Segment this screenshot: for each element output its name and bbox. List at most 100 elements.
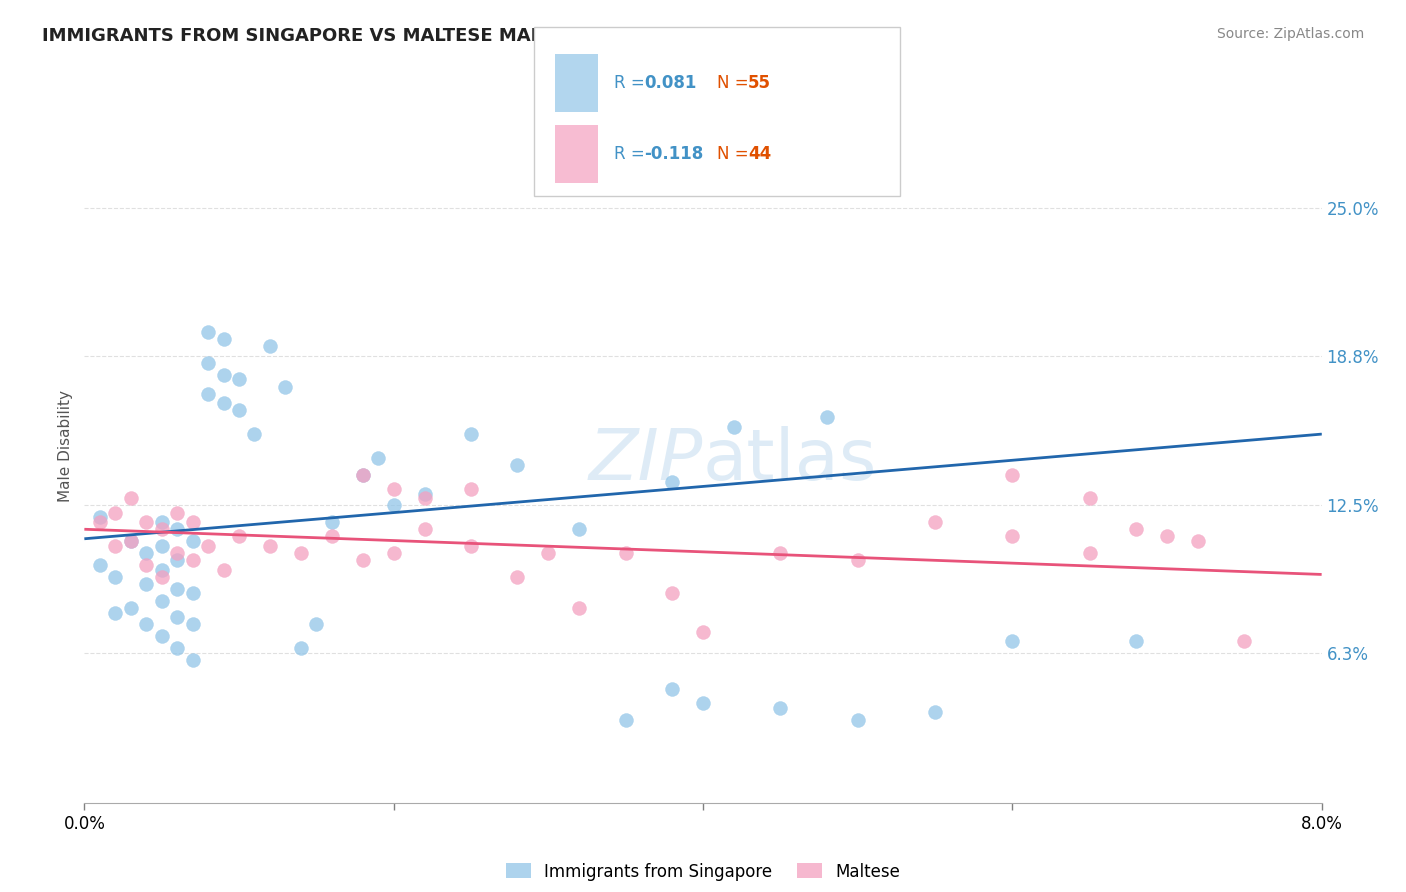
Point xyxy=(120,491,142,506)
Text: N =: N = xyxy=(717,145,754,163)
Point xyxy=(228,403,250,417)
Text: ZIP: ZIP xyxy=(589,425,703,495)
Point xyxy=(166,641,188,656)
Point xyxy=(89,510,111,524)
Point xyxy=(197,325,219,339)
Point xyxy=(135,546,157,560)
Point xyxy=(135,617,157,632)
Point xyxy=(692,696,714,710)
Point xyxy=(197,539,219,553)
Point xyxy=(166,522,188,536)
Point xyxy=(259,539,281,553)
Point xyxy=(924,706,946,720)
Point xyxy=(460,482,482,496)
Point xyxy=(274,379,297,393)
Point xyxy=(290,546,312,560)
Point xyxy=(460,539,482,553)
Point xyxy=(1001,467,1024,482)
Point xyxy=(661,475,683,489)
Point xyxy=(352,467,374,482)
Point xyxy=(290,641,312,656)
Point xyxy=(1156,529,1178,543)
Point xyxy=(661,681,683,696)
Text: R =: R = xyxy=(614,145,651,163)
Point xyxy=(537,546,560,560)
Point xyxy=(661,586,683,600)
Point xyxy=(197,386,219,401)
Point xyxy=(924,515,946,529)
Point xyxy=(460,427,482,442)
Point xyxy=(104,606,127,620)
Point xyxy=(243,427,266,442)
Point xyxy=(150,593,173,607)
Text: atlas: atlas xyxy=(703,425,877,495)
Point xyxy=(506,458,529,472)
Text: R =: R = xyxy=(614,73,651,92)
Point xyxy=(1001,634,1024,648)
Point xyxy=(212,396,235,410)
Text: 55: 55 xyxy=(748,73,770,92)
Point xyxy=(150,522,173,536)
Point xyxy=(568,600,591,615)
Text: -0.118: -0.118 xyxy=(644,145,703,163)
Point xyxy=(413,486,436,500)
Point xyxy=(723,420,745,434)
Point xyxy=(212,332,235,346)
Point xyxy=(228,529,250,543)
Point xyxy=(166,582,188,596)
Text: Source: ZipAtlas.com: Source: ZipAtlas.com xyxy=(1216,27,1364,41)
Point xyxy=(382,499,405,513)
Point xyxy=(212,368,235,382)
Point xyxy=(846,713,869,727)
Point xyxy=(352,467,374,482)
Point xyxy=(614,546,637,560)
Point xyxy=(259,339,281,353)
Text: 0.081: 0.081 xyxy=(644,73,696,92)
Point xyxy=(321,515,343,529)
Point xyxy=(150,563,173,577)
Point xyxy=(1078,491,1101,506)
Point xyxy=(89,558,111,572)
Point xyxy=(166,553,188,567)
Point xyxy=(321,529,343,543)
Point xyxy=(150,539,173,553)
Point xyxy=(166,610,188,624)
Point xyxy=(181,586,204,600)
Point xyxy=(150,629,173,643)
Point xyxy=(382,482,405,496)
Point xyxy=(1125,634,1147,648)
Point xyxy=(150,570,173,584)
Point xyxy=(135,558,157,572)
Point xyxy=(228,372,250,386)
Point xyxy=(506,570,529,584)
Point xyxy=(1187,534,1209,549)
Point xyxy=(181,553,204,567)
Point xyxy=(846,553,869,567)
Point xyxy=(614,713,637,727)
Legend: Immigrants from Singapore, Maltese: Immigrants from Singapore, Maltese xyxy=(499,856,907,888)
Point xyxy=(413,522,436,536)
Point xyxy=(181,515,204,529)
Point xyxy=(197,356,219,370)
Point xyxy=(104,506,127,520)
Point xyxy=(89,515,111,529)
Point xyxy=(815,410,838,425)
Point xyxy=(120,534,142,549)
Point xyxy=(135,577,157,591)
Point xyxy=(769,700,792,714)
Point xyxy=(568,522,591,536)
Point xyxy=(120,600,142,615)
Point xyxy=(104,570,127,584)
Point xyxy=(1125,522,1147,536)
Point xyxy=(1078,546,1101,560)
Point xyxy=(166,506,188,520)
Point xyxy=(120,534,142,549)
Point xyxy=(135,515,157,529)
Point xyxy=(1001,529,1024,543)
Text: N =: N = xyxy=(717,73,754,92)
Point xyxy=(769,546,792,560)
Text: 44: 44 xyxy=(748,145,772,163)
Point xyxy=(413,491,436,506)
Point xyxy=(181,534,204,549)
Point xyxy=(181,617,204,632)
